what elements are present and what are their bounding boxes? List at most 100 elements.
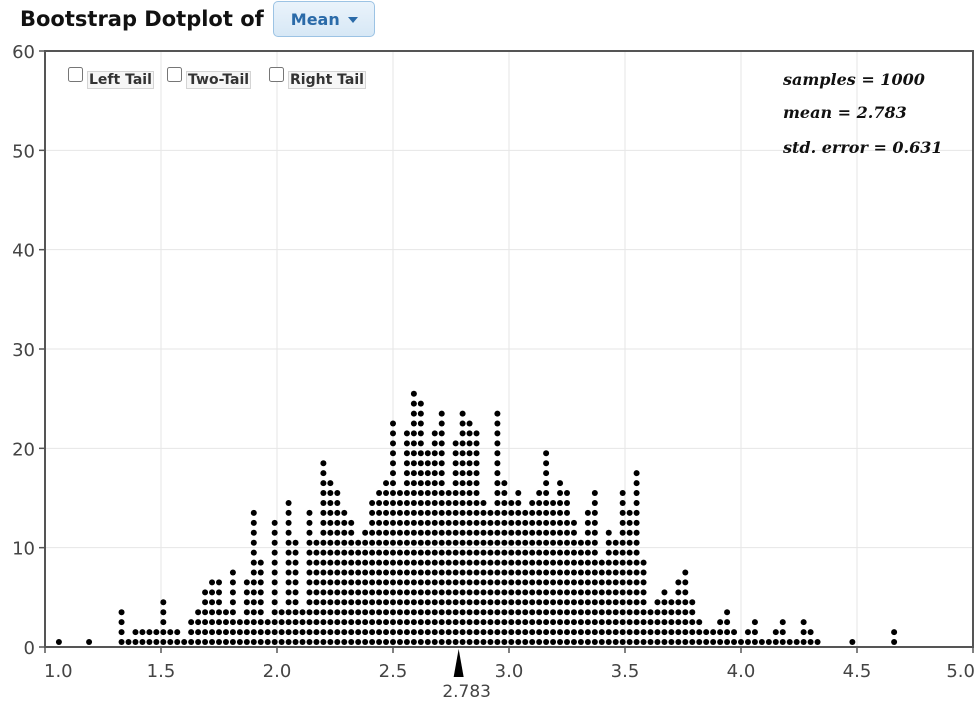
sample-dot [396, 529, 403, 536]
sample-dot [285, 599, 292, 606]
sample-dot [515, 569, 522, 576]
sample-dot [515, 639, 522, 646]
sample-dot [564, 579, 570, 586]
sample-dot [591, 490, 598, 497]
sample-dot [577, 559, 584, 566]
sample-dot [320, 619, 327, 626]
sample-dot [480, 599, 487, 606]
sample-dot [619, 529, 626, 536]
sample-dot [480, 609, 487, 616]
sample-dot [139, 629, 146, 636]
sample-dot [222, 619, 229, 626]
sample-dot [570, 539, 577, 546]
y-tick-label: 40 [12, 241, 35, 262]
sample-dot [626, 509, 633, 516]
std-error-stat: std. error = 0.631 [783, 138, 943, 157]
sample-dot [466, 480, 473, 487]
sample-dot [292, 619, 299, 626]
sample-dot [285, 589, 292, 596]
left-tail-checkbox[interactable] [68, 67, 83, 82]
sample-dot [501, 519, 508, 526]
sample-dot [543, 519, 550, 526]
sample-dot [396, 609, 403, 616]
two-tail-checkbox[interactable] [167, 67, 182, 82]
sample-dot [320, 490, 327, 497]
sample-dot [229, 639, 236, 646]
x-tick-label: 2.0 [263, 661, 292, 682]
sample-dot [779, 619, 786, 626]
sample-dot [403, 569, 410, 576]
sample-dot [431, 490, 438, 497]
sample-dot [417, 549, 424, 556]
sample-dot [271, 549, 278, 556]
two-tail-option[interactable]: Two-Tail [167, 67, 252, 89]
sample-dot [390, 430, 396, 437]
sample-dot [306, 569, 313, 576]
sample-dot [466, 420, 473, 427]
sample-dot [466, 609, 473, 616]
sample-dot [438, 450, 445, 457]
right-tail-checkbox[interactable] [269, 67, 284, 82]
sample-dot [250, 509, 257, 516]
sample-dot [445, 490, 452, 497]
sample-dot [598, 639, 605, 646]
sample-dot [334, 490, 341, 497]
sample-dot [417, 629, 424, 636]
sample-dot [306, 609, 313, 616]
sample-dot [438, 559, 445, 566]
sample-dot [891, 629, 898, 636]
sample-dot [459, 559, 466, 566]
sample-dot [410, 549, 417, 556]
sample-dot [570, 599, 577, 606]
sample-dot [508, 539, 515, 546]
sample-dot [633, 549, 640, 556]
sample-dot [480, 589, 487, 596]
sample-dot [633, 529, 640, 536]
sample-dot [584, 539, 591, 546]
sample-dot [369, 559, 376, 566]
sample-dot [661, 589, 668, 596]
sample-dot [550, 529, 557, 536]
sample-dot [438, 639, 445, 646]
sample-dot [327, 529, 334, 536]
sample-dot [640, 609, 647, 616]
sample-dot [216, 629, 222, 636]
sample-dot [661, 629, 668, 636]
sample-dot [445, 619, 452, 626]
right-tail-option[interactable]: Right Tail [269, 67, 366, 89]
sample-dot [633, 519, 640, 526]
sample-dot [515, 549, 522, 556]
sample-dot [744, 629, 751, 636]
sample-dot [376, 509, 383, 516]
y-tick-label: 30 [12, 340, 35, 361]
sample-dot [515, 609, 522, 616]
sample-dot [577, 589, 584, 596]
sample-dot [348, 559, 355, 566]
statistic-dropdown[interactable]: Mean [272, 1, 375, 37]
sample-dot [564, 619, 570, 626]
sample-dot [564, 599, 570, 606]
sample-dot [536, 499, 543, 506]
sample-dot [550, 539, 557, 546]
sample-dot [250, 569, 257, 576]
sample-dot [118, 639, 125, 646]
sample-dot [508, 509, 515, 516]
sample-dot [320, 639, 327, 646]
sample-dot [313, 569, 320, 576]
left-tail-option[interactable]: Left Tail [68, 67, 154, 89]
sample-dot [452, 569, 459, 576]
sample-dot [396, 509, 403, 516]
sample-dot [438, 549, 445, 556]
sample-dot [557, 639, 564, 646]
sample-dot [682, 609, 689, 616]
sample-dot [515, 499, 522, 506]
sample-dot [222, 609, 229, 616]
sample-dot [619, 509, 626, 516]
sample-dot [410, 599, 417, 606]
sample-dot [320, 589, 327, 596]
sample-dot [550, 499, 557, 506]
sample-dot [466, 539, 473, 546]
sample-dot [403, 470, 410, 477]
sample-dot [543, 549, 550, 556]
sample-dot [383, 599, 390, 606]
